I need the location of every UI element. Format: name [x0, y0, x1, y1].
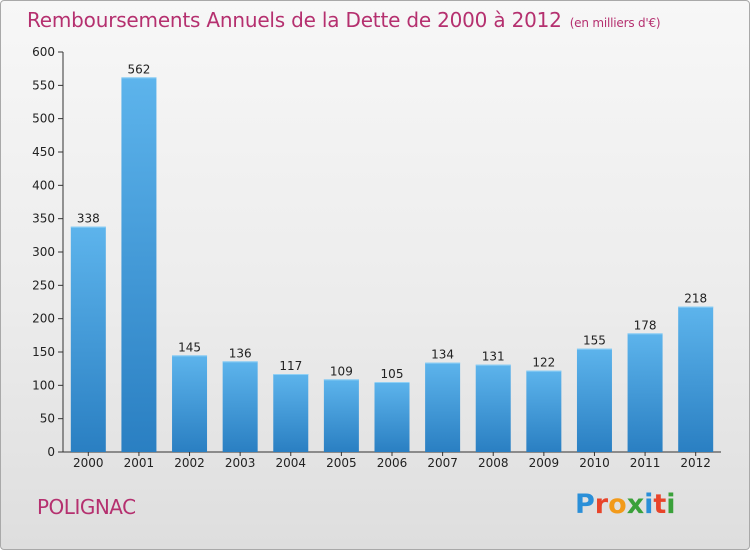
x-tick-label: 2007	[427, 456, 458, 470]
bar-value-label: 338	[77, 212, 100, 226]
x-tick-label: 2010	[579, 456, 610, 470]
x-tick-label: 2011	[630, 456, 661, 470]
x-tick-label: 2004	[275, 456, 306, 470]
y-tick-label: 550	[32, 78, 55, 92]
chart-unit: (en milliers d'€)	[569, 16, 661, 30]
x-tick-label: 2001	[124, 456, 155, 470]
bar	[678, 306, 714, 452]
x-tick-label: 2008	[478, 456, 509, 470]
y-tick-label: 100	[32, 378, 55, 392]
y-tick-label: 350	[32, 212, 55, 226]
bar	[425, 362, 461, 452]
bar	[374, 382, 410, 452]
x-tick-label: 2003	[225, 456, 256, 470]
logo-letter: P	[575, 489, 595, 520]
bar	[576, 348, 612, 452]
bar-value-label: 105	[381, 367, 404, 381]
bar-chart: 0 50 100 150 200 250 300 350 400 450 500 550 600 338 2…	[32, 45, 721, 470]
bar	[475, 364, 511, 452]
bar	[121, 77, 157, 452]
bar	[273, 374, 309, 452]
bar	[627, 333, 663, 452]
logo-letter: i	[644, 489, 654, 520]
logo-letter: t	[653, 489, 667, 520]
bar-value-label: 131	[482, 350, 505, 364]
bar-value-label: 178	[634, 318, 657, 332]
bar	[323, 379, 359, 452]
y-tick-label: 500	[32, 112, 55, 126]
bar-value-label: 122	[532, 356, 555, 370]
bar	[222, 361, 258, 452]
x-tick-label: 2012	[680, 456, 711, 470]
y-tick-label: 0	[47, 445, 55, 459]
chart-title-text: Remboursements Annuels de la Dette de 20…	[27, 8, 562, 32]
bar-value-label: 109	[330, 364, 353, 378]
chart-title: Remboursements Annuels de la Dette de 20…	[27, 8, 661, 32]
bar	[70, 226, 106, 452]
logo-letter: r	[594, 489, 609, 520]
x-tick-label: 2009	[529, 456, 560, 470]
y-tick-label: 150	[32, 345, 55, 359]
logo-letter: o	[608, 489, 627, 520]
x-tick-label: 2002	[174, 456, 205, 470]
y-tick-label: 50	[40, 412, 55, 426]
logo-letter: i	[666, 489, 676, 520]
bar	[526, 370, 562, 452]
bar-value-label: 155	[583, 334, 606, 348]
y-tick-label: 300	[32, 245, 55, 259]
bar	[172, 355, 208, 452]
bar-value-label: 218	[684, 292, 707, 306]
y-tick-label: 200	[32, 312, 55, 326]
y-tick-label: 600	[32, 45, 55, 59]
y-tick-label: 250	[32, 278, 55, 292]
x-tick-label: 2006	[377, 456, 408, 470]
x-tick-label: 2005	[326, 456, 357, 470]
y-tick-label: 400	[32, 178, 55, 192]
bar-value-label: 136	[229, 346, 252, 360]
bar-value-label: 117	[279, 359, 302, 373]
logo-letter: x	[626, 489, 645, 520]
x-tick-label: 2000	[73, 456, 104, 470]
bar-value-label: 145	[178, 340, 201, 354]
y-tick-label: 450	[32, 145, 55, 159]
proxiti-logo: Proxiti	[575, 489, 676, 520]
bar-value-label: 562	[127, 62, 150, 76]
bar-value-label: 134	[431, 348, 454, 362]
city-name: POLIGNAC	[37, 495, 136, 519]
